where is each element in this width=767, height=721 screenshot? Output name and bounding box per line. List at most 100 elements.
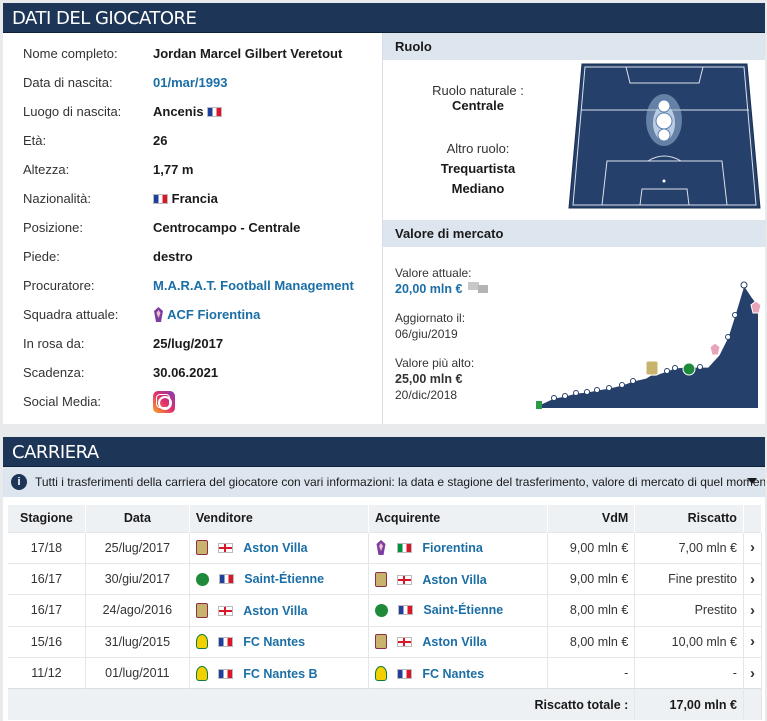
date-cell: 01/lug/2011 (85, 657, 190, 689)
fiorentina-crest-icon (376, 540, 386, 556)
market-value-chart (536, 281, 762, 409)
market-value-point[interactable] (672, 365, 678, 371)
col-fee: Riscatto (634, 505, 744, 532)
info-label: Squadra attuale: (23, 307, 119, 322)
france-flag-icon (396, 668, 412, 679)
info-row-social-media: Social Media: (3, 387, 381, 416)
market-value-point[interactable] (562, 393, 568, 399)
france-flag-icon (217, 668, 233, 679)
chevron-down-icon[interactable] (747, 478, 757, 484)
market-value-point[interactable] (697, 364, 703, 370)
info-label: Nome completo: (23, 46, 118, 61)
seller-club-link[interactable]: Aston Villa (243, 541, 308, 556)
seller-cell: FC Nantes B (189, 657, 369, 689)
seller-club-link[interactable]: Saint-Étienne (244, 572, 325, 587)
total-row: Riscatto totale : 17,00 mln € (8, 688, 763, 721)
fee-cell: Fine prestito (634, 562, 744, 595)
fiorentina-marker-icon (750, 300, 762, 314)
table-row[interactable]: 15/16 31/lug/2015 FC Nantes Aston Villa … (8, 625, 763, 658)
other-role-value-2: Mediano (451, 181, 505, 196)
fc-nantes-crest-icon (195, 665, 208, 681)
seller-club-link[interactable]: FC Nantes B (243, 666, 318, 681)
fiorentina-crest-icon (154, 307, 163, 322)
current-value-label: Valore attuale: (395, 266, 472, 280)
info-row-full-name: Nome completo: Jordan Marcel Gilbert Ver… (3, 39, 381, 68)
italy-flag-icon (396, 543, 412, 554)
fc-nantes-crest-icon (195, 634, 208, 650)
info-value: Jordan Marcel Gilbert Veretout (153, 46, 343, 61)
career-info-text: Tutti i trasferimenti della carriera del… (35, 475, 765, 489)
chevron-right-icon[interactable]: › (743, 531, 763, 564)
date-cell: 24/ago/2016 (85, 594, 190, 627)
date-cell: 30/giu/2017 (85, 562, 190, 595)
nationality-text: Francia (171, 191, 218, 206)
natural-role-label: Ruolo naturale : (432, 83, 524, 98)
season-cell: 17/18 (8, 531, 86, 564)
player-info-list: Nome completo: Jordan Marcel Gilbert Ver… (3, 33, 381, 424)
chevron-right-icon[interactable]: › (743, 562, 763, 595)
player-data-title: DATI DEL GIOCATORE (3, 3, 765, 33)
info-row-contract-end: Scadenza: 30.06.2021 (3, 358, 381, 387)
market-value-point[interactable] (584, 389, 590, 395)
market-value-point[interactable] (606, 385, 612, 391)
seller-club-link[interactable]: FC Nantes (243, 635, 306, 650)
other-role: Altro ruolo: Trequartista Mediano (383, 139, 573, 199)
market-value-cell: 8,00 mln € (547, 625, 636, 658)
aston-villa-marker-icon (645, 360, 659, 376)
fee-cell: Prestito (634, 594, 744, 627)
market-value-point[interactable] (619, 382, 625, 388)
transfers-table: Stagione Data Venditore Acquirente VdM R… (8, 505, 763, 721)
market-value-point[interactable] (664, 368, 670, 374)
aston-villa-crest-icon (374, 634, 387, 650)
instagram-icon[interactable] (153, 391, 175, 413)
market-value-cell: 8,00 mln € (547, 594, 636, 627)
fc-nantes-crest-icon (374, 665, 387, 681)
market-value-cell: 9,00 mln € (547, 531, 636, 564)
france-flag-icon (217, 637, 233, 648)
info-label: Procuratore: (23, 278, 95, 293)
chevron-right-icon[interactable]: › (743, 657, 763, 689)
info-value: 26 (153, 133, 168, 148)
buyer-club-link[interactable]: Aston Villa (422, 572, 487, 587)
table-row[interactable]: 16/17 24/ago/2016 Aston Villa Saint-Étie… (8, 594, 763, 627)
current-club-link[interactable]: ACF Fiorentina (153, 300, 260, 329)
seller-club-link[interactable]: Aston Villa (243, 603, 308, 618)
col-market-value: VdM (547, 505, 636, 532)
player-side-panel: Ruolo Ruolo naturale : Centrale Altro ru… (382, 33, 766, 424)
market-value-point[interactable] (630, 378, 636, 384)
total-label: Riscatto totale : (8, 688, 636, 721)
career-info-banner[interactable]: i Tutti i trasferimenti della carriera d… (3, 467, 765, 497)
seller-cell: Aston Villa (189, 594, 369, 627)
market-value-point[interactable] (551, 395, 557, 401)
fee-cell: 10,00 mln € (634, 625, 744, 658)
market-value-cell: 9,00 mln € (547, 562, 636, 595)
table-row[interactable]: 16/17 30/giu/2017 Saint-Étienne Aston Vi… (8, 562, 763, 595)
france-flag-icon (153, 194, 168, 204)
col-buyer: Acquirente (368, 505, 549, 532)
market-value-point[interactable] (573, 390, 579, 396)
buyer-cell: Fiorentina (368, 531, 549, 564)
info-label: Nazionalità: (23, 191, 91, 206)
agent-link[interactable]: M.A.R.A.T. Football Management (153, 278, 354, 293)
table-row[interactable]: 17/18 25/lug/2017 Aston Villa Fiorentina… (8, 531, 763, 564)
saint-etienne-crest-icon (374, 604, 388, 618)
buyer-cell: Aston Villa (368, 562, 549, 595)
col-seller: Venditore (189, 505, 369, 532)
buyer-club-link[interactable]: FC Nantes (422, 666, 485, 681)
total-value: 17,00 mln € (634, 688, 744, 721)
chevron-right-icon[interactable]: › (743, 594, 763, 627)
market-value-point[interactable] (732, 312, 738, 318)
buyer-club-link[interactable]: Saint-Étienne (423, 603, 504, 618)
current-value-amount[interactable]: 20,00 mln € (395, 282, 463, 296)
england-flag-icon (217, 543, 233, 554)
chevron-right-icon[interactable]: › (743, 625, 763, 658)
market-value-point[interactable] (740, 281, 748, 289)
col-season: Stagione (8, 505, 86, 532)
table-row[interactable]: 11/12 01/lug/2011 FC Nantes B FC Nantes … (8, 657, 763, 689)
buyer-club-link[interactable]: Fiorentina (422, 541, 483, 556)
market-value-point[interactable] (594, 387, 600, 393)
market-value-point[interactable] (725, 334, 731, 340)
buyer-club-link[interactable]: Aston Villa (422, 635, 487, 650)
buyer-cell: Aston Villa (368, 625, 549, 658)
birth-date-link[interactable]: 01/mar/1993 (153, 75, 228, 90)
